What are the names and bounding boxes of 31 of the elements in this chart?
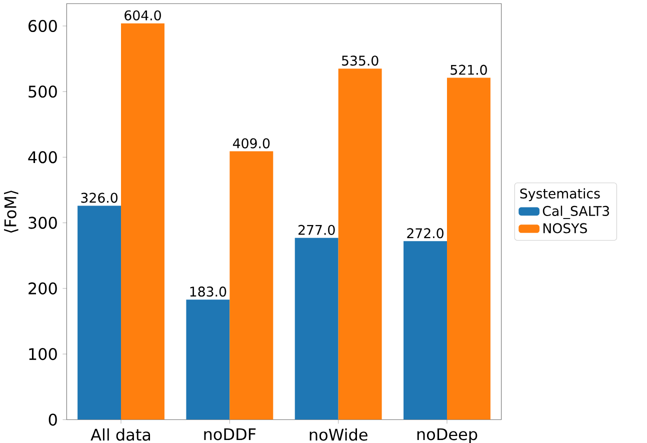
legend-label: NOSYS <box>543 223 587 234</box>
data-label: 277.0 <box>298 224 335 235</box>
bar <box>338 68 382 420</box>
y-tick-label: 600 <box>28 20 57 32</box>
data-label: 326.0 <box>81 192 118 203</box>
y-tick-label: 100 <box>29 348 57 360</box>
legend-title: Systematics <box>520 188 600 202</box>
x-tick-label: noDDF <box>204 428 256 440</box>
x-tick-label: noWide <box>310 428 368 441</box>
y-tick-label: 300 <box>28 216 57 229</box>
data-label: 535.0 <box>342 56 378 66</box>
x-tick-label: All data <box>90 428 150 441</box>
y-axis-title: ⟨FoM⟩ <box>4 190 18 233</box>
x-tick-label: noDeep <box>417 428 478 443</box>
data-label: 183.0 <box>190 286 226 297</box>
y-tick-label: 400 <box>28 151 57 164</box>
bar <box>294 238 338 420</box>
bar <box>404 241 447 420</box>
data-label: 409.0 <box>232 138 270 148</box>
legend-label: Cal_SALT3 <box>542 206 610 219</box>
data-label: 272.0 <box>407 228 444 238</box>
bar <box>446 78 490 420</box>
y-tick-label: 500 <box>28 86 57 98</box>
y-tick-label: 200 <box>28 282 57 294</box>
bar <box>230 151 274 420</box>
bar <box>121 23 164 420</box>
data-label: 604.0 <box>124 10 161 20</box>
y-tick-label: 0 <box>48 414 57 426</box>
bar <box>186 300 230 420</box>
bar <box>78 206 122 420</box>
data-label: 521.0 <box>450 64 487 75</box>
